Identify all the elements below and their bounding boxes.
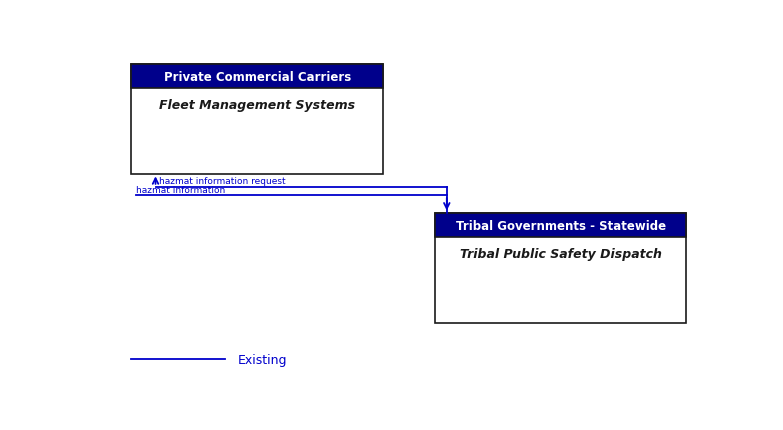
Text: Existing: Existing xyxy=(237,353,287,366)
Bar xyxy=(132,65,383,174)
Bar xyxy=(435,214,687,238)
Bar xyxy=(132,65,383,89)
Text: Tribal Governments - Statewide: Tribal Governments - Statewide xyxy=(456,219,666,232)
Text: hazmat information: hazmat information xyxy=(136,185,226,194)
Text: hazmat information request: hazmat information request xyxy=(158,177,285,186)
Text: Private Commercial Carriers: Private Commercial Carriers xyxy=(164,71,351,83)
Text: Tribal Public Safety Dispatch: Tribal Public Safety Dispatch xyxy=(460,248,662,261)
Bar xyxy=(435,214,687,323)
Text: Fleet Management Systems: Fleet Management Systems xyxy=(159,99,355,112)
